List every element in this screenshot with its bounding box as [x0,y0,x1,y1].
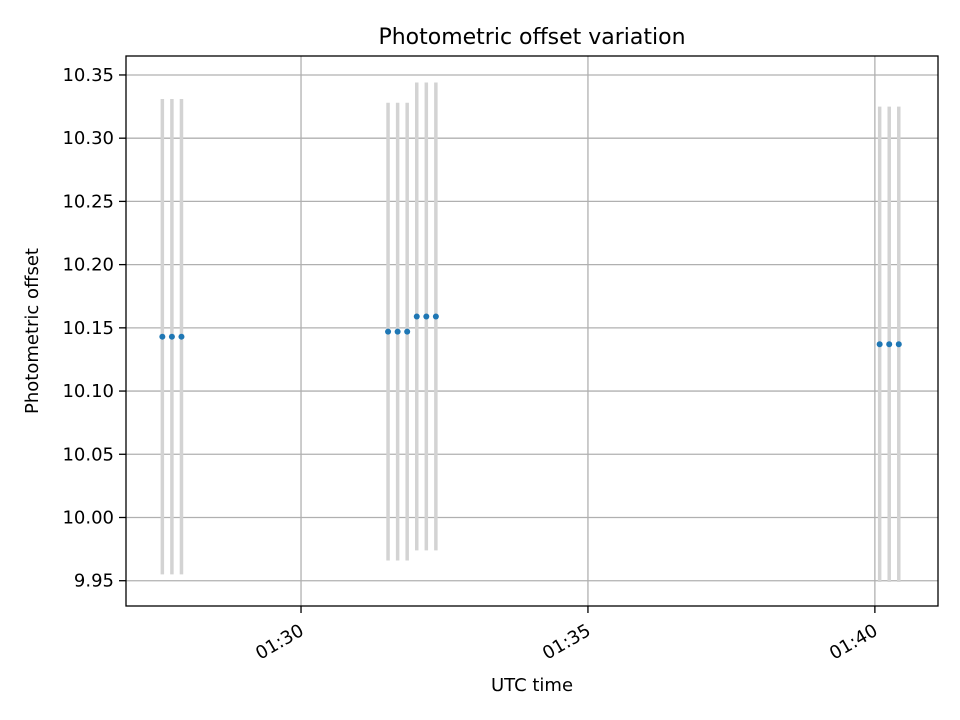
chart-title: Photometric offset variation [378,25,685,50]
point-layer [159,313,902,348]
data-point [168,333,175,340]
data-point [404,328,411,335]
x-axis-title: UTC time [491,675,573,696]
data-point [876,341,883,348]
grid-layer [126,56,938,606]
data-point [886,341,893,348]
data-point [394,328,401,335]
data-point [895,341,902,348]
y-tick-label: 10.15 [62,318,114,339]
data-point [423,313,430,320]
data-point [432,313,439,320]
x-tick-label: 01:30 [252,620,307,664]
y-tick-label: 10.05 [62,444,114,465]
data-point [385,328,392,335]
y-axis-title: Photometric offset [22,248,43,414]
y-tick-label: 9.95 [74,571,114,592]
tick-layer: 9.95 10.00 10.05 10.10 10.15 10.20 10.25 10.30 1… [62,65,881,664]
x-tick-label: 01:40 [826,620,881,664]
data-point [159,333,166,340]
data-point [413,313,420,320]
y-tick-label: 10.30 [62,128,114,149]
data-point [178,333,185,340]
y-tick-label: 10.20 [62,255,114,276]
x-tick-label: 01:35 [539,620,594,664]
plot-frame [125,55,939,607]
errorbar-layer [160,82,901,582]
y-tick-label: 10.10 [62,381,114,402]
y-tick-label: 10.25 [62,191,114,212]
y-tick-label: 10.35 [62,65,114,86]
y-tick-label: 10.00 [62,507,114,528]
